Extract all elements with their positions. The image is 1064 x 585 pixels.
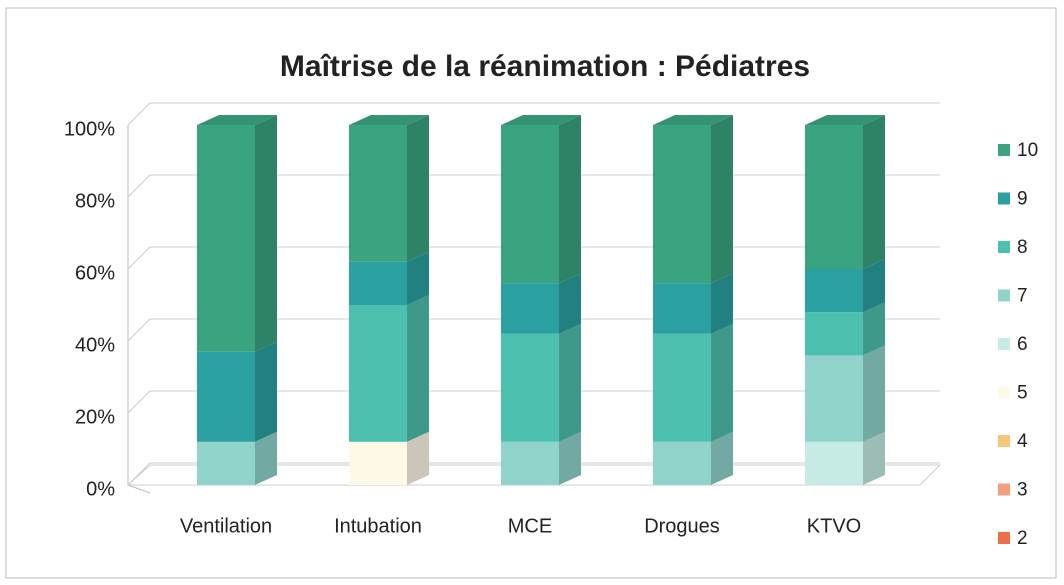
y-tick-label: 60% [75,262,115,284]
y-tick-label: 80% [75,190,115,212]
bar [349,125,407,262]
legend-label: 10 [1017,140,1038,161]
bar [197,125,255,352]
bar [653,125,711,284]
bar [805,125,863,269]
legend-label: 5 [1017,383,1028,404]
bar-side [711,431,733,485]
bar-side [863,302,885,356]
bar-top [349,115,429,125]
bar [653,333,711,442]
legend-label: 8 [1017,237,1028,258]
bar [501,283,559,334]
bar-side [559,115,581,284]
bar-side [407,251,429,305]
bar [805,441,863,485]
x-tick-label: MCE [508,515,552,537]
bar [197,351,255,442]
y-tick-label: 20% [75,406,115,428]
chart-title: Maîtrise de la réanimation : Pédiatres [280,50,810,83]
legend-swatch [998,483,1010,496]
bar [501,125,559,284]
bar-top [653,115,733,125]
bar-top [197,115,277,125]
bar [653,441,711,485]
legend-label: 6 [1017,334,1028,355]
x-tick-label: KTVO [807,515,861,537]
legend-swatch [998,192,1010,205]
bar [501,333,559,442]
grid-line [127,102,940,126]
legend-swatch [998,338,1010,350]
bar-side [255,115,277,352]
bar-side [407,431,429,485]
legend-label: 9 [1017,189,1028,210]
legend-label: 4 [1017,431,1028,452]
bar-side [255,431,277,485]
bar-side [559,323,581,442]
bar [349,305,407,442]
bar-top [805,115,885,125]
legend-label: 2 [1017,528,1028,549]
y-tick-label: 100% [64,118,115,140]
bar [501,441,559,485]
bar-side [559,273,581,334]
bar-side [863,431,885,485]
legend-label: 7 [1017,286,1028,307]
legend-swatch [998,241,1010,253]
bar [805,355,863,442]
bar-side [711,273,733,334]
bar [349,441,407,485]
bar-side [863,345,885,442]
x-tick-label: Ventilation [180,515,272,537]
bar-side [559,431,581,485]
bar-top [501,115,581,125]
bar-side [407,115,429,262]
bar-side [711,323,733,442]
y-tick-label: 0% [86,478,115,500]
bar [805,269,863,313]
legend-label: 3 [1017,480,1028,501]
x-tick-label: Drogues [644,515,720,537]
legend-swatch [998,144,1010,156]
bar [197,441,255,485]
x-tick-label: Intubation [334,515,422,537]
legend-swatch [998,386,1010,399]
bar-side [255,341,277,442]
legend-swatch [998,532,1010,544]
y-tick-label: 40% [75,334,115,356]
bar-side [863,259,885,313]
bar [349,261,407,305]
bar [653,283,711,334]
bar-side [407,295,429,442]
legend-swatch [998,435,1010,447]
legend-swatch [998,289,1010,302]
bar [805,312,863,356]
bar-side [711,115,733,284]
bar-side [863,115,885,269]
